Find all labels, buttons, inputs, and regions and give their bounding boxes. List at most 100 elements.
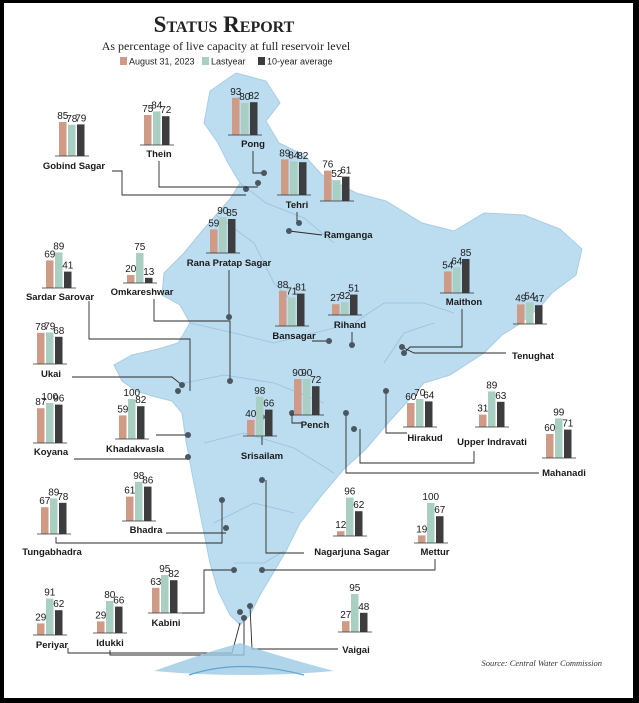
value-label-ramganga-0: 76: [322, 160, 334, 171]
bar-kabini-1: [161, 575, 169, 613]
value-label-vaigai-2: 48: [358, 602, 370, 613]
value-label-kabini-2: 82: [168, 569, 180, 580]
value-label-tehri-0: 89: [279, 148, 291, 159]
bar-periyar-0: [37, 623, 45, 635]
bar-periyar-1: [46, 598, 54, 635]
reservoir-name-rihand: Rihand: [334, 320, 366, 331]
bar-idukki-2: [115, 606, 123, 633]
bar-sardar-sarovar-0: [46, 260, 54, 288]
location-dot-tenughat: [399, 344, 405, 350]
bar-thein-2: [162, 116, 170, 145]
location-dot-nagarjuna-sagar: [259, 477, 265, 483]
reservoir-name-tungabhadra: Tungabhadra: [22, 547, 82, 558]
leader-line-ramganga: [288, 230, 323, 236]
bar-tungabhadra-1: [50, 498, 58, 534]
value-label-mettur-2: 67: [434, 505, 446, 516]
leader-line-kabini: [182, 569, 234, 614]
location-dot-periyar: [237, 609, 243, 615]
value-label-rihand-0: 27: [330, 293, 342, 304]
value-label-pong-0: 93: [230, 87, 242, 98]
value-label-idukki-0: 29: [95, 610, 107, 621]
bar-pench-1: [303, 379, 311, 415]
bar-koyana-1: [46, 403, 54, 443]
bar-gobind-sagar-2: [77, 124, 85, 156]
leader-line-tenughat: [401, 346, 506, 354]
location-dot-ramganga: [286, 228, 292, 234]
legend-label-2: 10-year average: [267, 57, 333, 67]
value-label-hirakud-0: 60: [405, 392, 417, 403]
bar-ukai-2: [55, 336, 63, 364]
bar-mahanadi-2: [564, 429, 572, 458]
value-label-srisailam-0: 40: [245, 409, 257, 420]
value-label-idukki-2: 66: [113, 596, 125, 607]
value-label-rihand-1: 32: [339, 291, 351, 302]
leader-line-hirakud: [385, 391, 407, 434]
water-splash-ripple: [188, 665, 305, 676]
location-dot-tehri: [296, 220, 302, 226]
bar-kabini-0: [152, 587, 160, 613]
bar-periyar-2: [55, 610, 63, 635]
bar-nagarjuna-sagar-0: [337, 531, 345, 536]
bar-gobind-sagar-1: [68, 124, 76, 156]
leader-line-nagarjuna-sagar: [265, 480, 304, 554]
value-label-sardar-sarovar-1: 89: [53, 241, 65, 252]
value-label-tungabhadra-1: 89: [48, 487, 60, 498]
value-label-ramganga-1: 52: [331, 169, 343, 180]
value-label-nagarjuna-sagar-1: 96: [344, 487, 356, 498]
leader-line-omkareshwar: [153, 299, 231, 381]
value-label-kabini-0: 63: [150, 577, 162, 588]
location-dot-gobind-sagar: [243, 186, 249, 192]
legend-label-1: Lastyear: [211, 57, 246, 67]
location-dot-idukki: [241, 615, 247, 621]
leader-line-pong: [252, 151, 264, 174]
reservoir-name-mahanadi: Mahanadi: [542, 468, 586, 479]
reservoir-name-thein: Thein: [146, 149, 172, 160]
leader-line-idukki: [109, 618, 245, 656]
bar-bhadra-1: [135, 481, 143, 521]
bar-omkareshwar-1: [136, 253, 144, 283]
location-dot-ukai: [179, 382, 185, 388]
value-label-bhadra-2: 86: [142, 476, 154, 487]
bar-koyana-2: [55, 404, 63, 443]
value-label-sardar-sarovar-2: 41: [62, 261, 74, 272]
location-dot-mahanadi: [343, 410, 349, 416]
value-label-srisailam-1: 98: [254, 386, 266, 397]
bar-srisailam-0: [247, 420, 255, 436]
location-dot-maithon: [401, 350, 407, 356]
value-label-thein-0: 75: [142, 104, 154, 115]
value-label-rana-pratap-sagar-0: 59: [208, 218, 220, 229]
bar-hirakud-0: [407, 403, 415, 427]
reservoir-name-pong: Pong: [241, 139, 265, 150]
bar-hirakud-1: [416, 399, 424, 427]
bar-tenughat-0: [517, 304, 525, 324]
location-dot-pong: [261, 170, 267, 176]
legend-swatch-1: [202, 57, 209, 65]
value-label-rihand-2: 51: [348, 284, 360, 295]
leader-line-periyar: [67, 622, 241, 654]
leader-line-thein: [158, 161, 258, 188]
value-label-koyana-1: 100: [41, 392, 58, 403]
bar-khadakvasla-0: [119, 415, 127, 439]
value-label-bhadra-1: 98: [133, 471, 145, 482]
value-label-pong-2: 82: [248, 91, 260, 102]
bar-tehri-1: [290, 161, 298, 195]
value-label-tehri-1: 84: [288, 150, 300, 161]
chart-canvas: Status Report As percentage of live capac…: [22, 12, 602, 676]
value-label-gobind-sagar-2: 79: [75, 113, 87, 124]
value-label-omkareshwar-2: 13: [143, 267, 155, 278]
location-dot-sardar-sarovar: [175, 388, 181, 394]
bar-ramganga-1: [333, 180, 341, 201]
bar-pong-2: [250, 102, 258, 135]
location-dot-upper-indravati: [351, 426, 357, 432]
location-dot-pench: [289, 410, 295, 416]
legend-label-0: August 31, 2023: [129, 57, 195, 67]
bar-idukki-1: [106, 601, 114, 633]
bar-pong-1: [241, 103, 249, 135]
value-label-nagarjuna-sagar-0: 12: [335, 520, 347, 531]
value-label-koyana-0: 87: [35, 397, 47, 408]
value-label-hirakud-1: 70: [414, 388, 426, 399]
location-dot-hirakud: [383, 388, 389, 394]
reservoir-name-vaigai: Vaigai: [342, 645, 369, 656]
bar-sardar-sarovar-2: [64, 271, 72, 288]
bar-gobind-sagar-0: [59, 122, 67, 156]
